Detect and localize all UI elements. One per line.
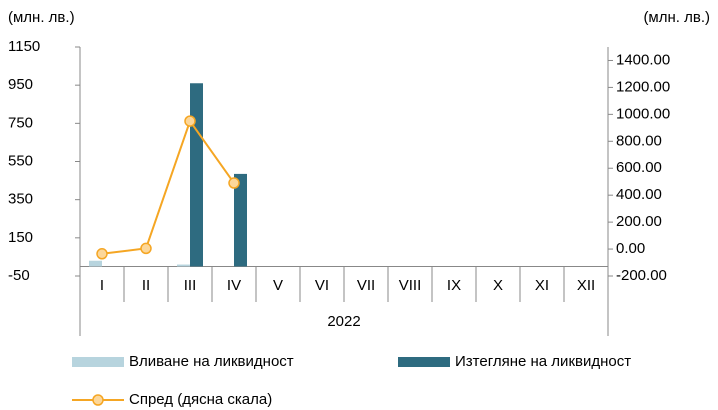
y-tick-label: 950 bbox=[8, 76, 33, 93]
legend-label: Вливане на ликвидност bbox=[129, 353, 294, 370]
group-label: 2022 bbox=[327, 313, 360, 330]
y-tick-label: 750 bbox=[8, 114, 33, 131]
line-marker bbox=[140, 242, 152, 255]
y2-tick-label: 1000.00 bbox=[616, 105, 670, 122]
line-marker bbox=[228, 177, 240, 189]
x-tick-label: VII bbox=[357, 277, 375, 294]
bar bbox=[89, 260, 102, 267]
x-tick-label: XII bbox=[577, 277, 595, 294]
x-tick-label: VIII bbox=[399, 277, 422, 294]
x-tick-label: III bbox=[184, 277, 197, 294]
y2-tick-label: 800.00 bbox=[616, 132, 662, 149]
legend-swatch bbox=[72, 357, 124, 367]
x-tick-label: X bbox=[493, 277, 503, 294]
legend-swatch bbox=[398, 357, 450, 367]
y2-axis-label: (млн. лв.) bbox=[643, 9, 710, 26]
bar bbox=[234, 173, 247, 267]
y-tick-label: 550 bbox=[8, 152, 33, 169]
y2-tick-label: 600.00 bbox=[616, 159, 662, 176]
line-marker bbox=[96, 248, 108, 260]
x-tick-label: IX bbox=[447, 277, 461, 294]
y-axis-label: (млн. лв.) bbox=[8, 9, 75, 26]
x-tick-label: V bbox=[273, 277, 283, 294]
y2-tick-label: 1200.00 bbox=[616, 78, 670, 95]
y2-tick-label: 1400.00 bbox=[616, 51, 670, 68]
bar bbox=[177, 264, 190, 267]
y-tick-label: -50 bbox=[8, 267, 30, 284]
bar bbox=[190, 83, 203, 267]
legend-label: Изтегляне на ликвидност bbox=[455, 353, 631, 370]
y2-tick-label: 400.00 bbox=[616, 186, 662, 203]
y-tick-label: 350 bbox=[8, 191, 33, 208]
y2-tick-label: 0.00 bbox=[616, 240, 645, 257]
y2-tick-label: 200.00 bbox=[616, 213, 662, 230]
x-tick-label: I bbox=[100, 277, 104, 294]
x-tick-label: XI bbox=[535, 277, 549, 294]
legend-marker bbox=[92, 394, 104, 406]
x-tick-label: VI bbox=[315, 277, 329, 294]
y-tick-label: 1150 bbox=[8, 38, 40, 55]
line bbox=[101, 118, 235, 255]
x-tick-label: IV bbox=[227, 277, 241, 294]
y2-tick-label: -200.00 bbox=[616, 267, 667, 284]
legend-label: Спред (дясна скала) bbox=[129, 391, 272, 408]
y-tick-label: 150 bbox=[8, 229, 33, 246]
x-tick-label: II bbox=[142, 277, 150, 294]
line-marker bbox=[184, 115, 196, 127]
